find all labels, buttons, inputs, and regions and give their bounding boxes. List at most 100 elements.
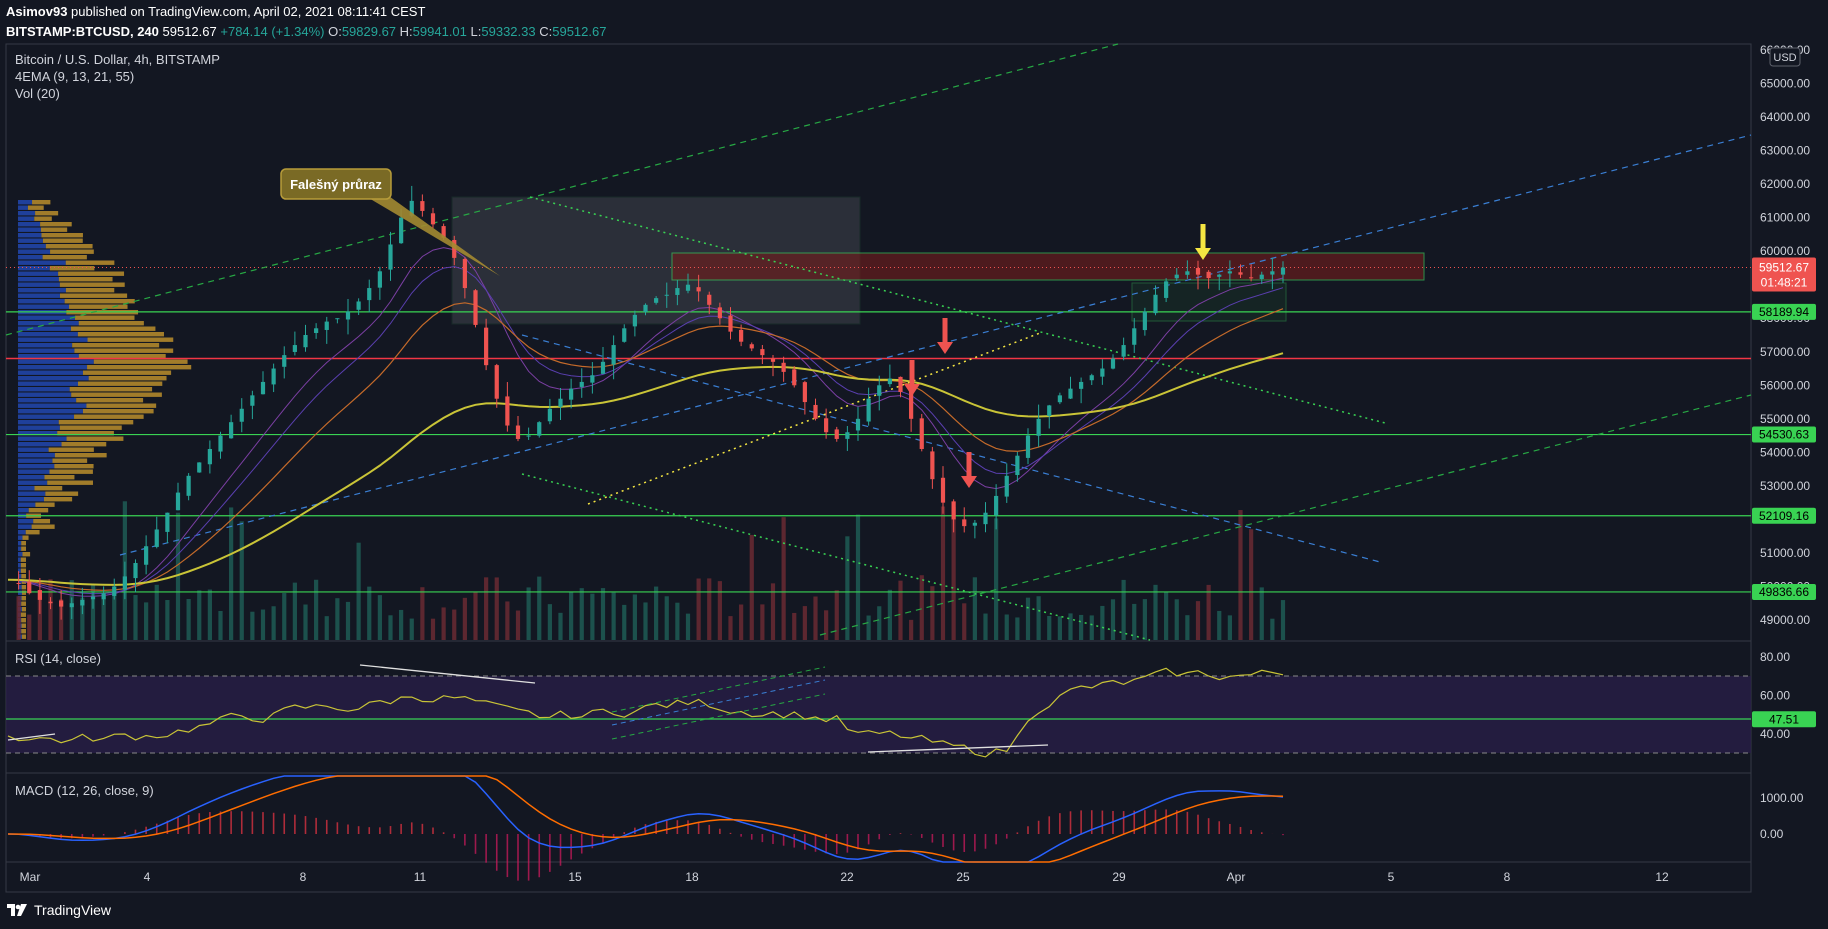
price-axis[interactable]: 66000.0065000.0064000.0063000.0062000.00… (1760, 43, 1810, 627)
currency-button[interactable] (1769, 47, 1801, 67)
annotation-callout[interactable]: Falešný průraz (280, 168, 500, 276)
candle-body (877, 385, 882, 396)
volume-bar (962, 603, 967, 640)
candle-body (314, 328, 319, 334)
volume-bar (1132, 603, 1137, 640)
ohlc-h: 59941.01 (412, 24, 467, 39)
volume-bar (452, 609, 457, 640)
channel-lower-line (819, 394, 1752, 636)
candle-body (101, 593, 106, 600)
volume-bar (675, 602, 680, 640)
volume-bar (866, 615, 871, 640)
candle-body (441, 226, 446, 238)
rsi-legend[interactable]: RSI (14, close) (15, 651, 101, 666)
candle-body (1249, 277, 1254, 279)
macd-line (7, 775, 1284, 863)
vol-legend[interactable]: Vol (20) (15, 86, 60, 101)
vp-bar-down (20, 612, 26, 617)
main-title[interactable]: Bitcoin / U.S. Dollar, 4h, BITSTAMP (15, 52, 220, 67)
vp-bar-down (82, 370, 172, 375)
candle-body (1004, 475, 1009, 497)
level-tag-text: 54530.63 (1759, 428, 1809, 442)
candle-body (388, 244, 393, 270)
ema-21-line (7, 302, 1284, 591)
candle-body (558, 398, 563, 407)
author-name[interactable]: Asimov93 (6, 4, 68, 19)
time-tick-label: 29 (1112, 870, 1126, 884)
vp-bar-down (20, 568, 26, 573)
volume-bar (1057, 616, 1062, 640)
volume-bar (1153, 584, 1158, 640)
volume-bar (197, 590, 202, 640)
candle-body (802, 382, 807, 403)
callout-text: Falešný průraz (290, 177, 382, 192)
tradingview-logo-icon (7, 904, 27, 916)
candle-body (824, 418, 829, 433)
time-tick-label: 22 (840, 870, 854, 884)
volume-bar (462, 597, 467, 640)
vp-bar-up (18, 392, 72, 397)
vp-bar-up (18, 271, 59, 276)
vp-bar-up (18, 381, 79, 386)
vp-bar-up (18, 343, 73, 348)
vp-bar-down (58, 420, 134, 425)
volume-bar (1089, 615, 1094, 640)
vp-bar-up (18, 260, 66, 265)
candle-body (239, 408, 244, 422)
volume-bar (16, 596, 21, 640)
volume-bar (558, 612, 563, 640)
vp-bar-down (33, 519, 51, 524)
vp-bar-up (18, 497, 45, 502)
candle-body (1110, 358, 1116, 369)
candle-body (632, 314, 637, 327)
candle-body (452, 239, 457, 258)
vp-bar-down (45, 244, 93, 249)
candle-body (1089, 375, 1094, 381)
time-tick-label: Mar (20, 870, 41, 884)
vp-bar-up (18, 282, 60, 287)
volume-bar (930, 586, 935, 640)
candle-body (537, 422, 542, 436)
vp-bar-up (18, 255, 43, 260)
candle-body (760, 349, 765, 356)
candle-body (717, 307, 722, 319)
candle-body (909, 391, 914, 419)
vp-bar-down (58, 271, 125, 276)
candle-body (940, 477, 946, 503)
vp-bar-down (64, 299, 135, 304)
candle-body (951, 501, 956, 520)
volume-bar (951, 507, 956, 640)
candle-body (845, 432, 850, 439)
volume-bar (420, 587, 425, 640)
vp-bar-down (82, 409, 154, 414)
candle-body (590, 375, 595, 383)
last-price-tag-bg (1752, 257, 1816, 292)
vp-bar-up (18, 354, 79, 359)
volume-bar (940, 506, 946, 640)
vp-bar-down (50, 249, 94, 254)
vp-bar-up (18, 486, 35, 491)
vp-bar-up (18, 420, 59, 425)
volume-bar (186, 598, 191, 640)
price-tick-label: 57000.00 (1760, 345, 1810, 359)
candle-body (282, 355, 287, 367)
vp-bar-up (18, 491, 46, 496)
candle-body (739, 329, 744, 342)
vp-bar-up (18, 398, 77, 403)
vp-bar-down (77, 332, 164, 337)
vp-bar-up (18, 585, 22, 590)
volume-bar (144, 602, 149, 640)
arrow-head (1195, 248, 1211, 260)
vp-bar-up (18, 326, 71, 331)
macd-legend[interactable]: MACD (12, 26, close, 9) (15, 783, 154, 798)
vp-bar-down (78, 381, 163, 386)
volume-bar (1036, 596, 1041, 640)
rsi-channel-upper (611, 666, 826, 713)
vp-bar-up (18, 480, 48, 485)
footer[interactable]: TradingView (6, 898, 111, 922)
volume-bar (590, 593, 595, 640)
ema-legend[interactable]: 4EMA (9, 13, 21, 55) (15, 69, 135, 84)
time-axis[interactable]: Mar 4 8 11 15 18 22 25 29 Apr 5 8 12 (20, 870, 1669, 884)
volume-bar (632, 594, 637, 640)
